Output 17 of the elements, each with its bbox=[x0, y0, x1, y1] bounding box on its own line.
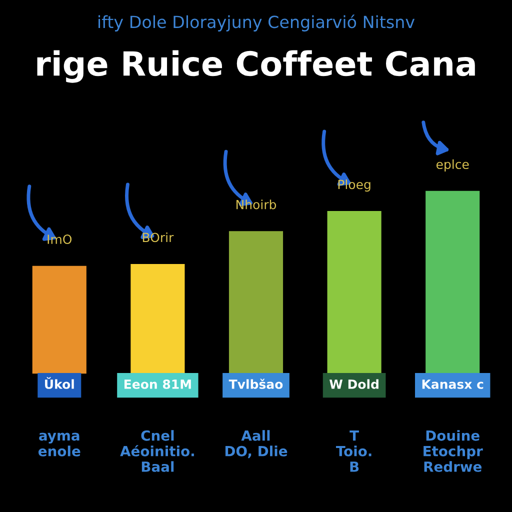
annotation: Nhoirb bbox=[236, 200, 276, 210]
chart-subtitle: ifty Dole Dlorayjuny Cengiarvió Nitsnv bbox=[98, 14, 415, 32]
annotation: ImO bbox=[48, 234, 72, 244]
text: Cnel Aéoinitio. Baal bbox=[120, 430, 194, 472]
chart-title: rige Ruice Coffeet Cana bbox=[37, 50, 475, 83]
x-tick-label: Ǔkol bbox=[45, 377, 74, 389]
text: Douine Etochpr Redrwe bbox=[424, 430, 483, 472]
annotation: BOrir bbox=[142, 232, 174, 242]
text: Aall DO, Dlie bbox=[225, 430, 288, 458]
x-tick-label: W Dold bbox=[330, 379, 378, 389]
text: T Toio. B bbox=[336, 430, 372, 472]
annotation: Ploeg bbox=[338, 179, 370, 192]
x-tick-label: Kanasx c bbox=[422, 380, 484, 389]
text: ayma enole bbox=[38, 432, 80, 456]
x-tick-label: Eeon 81M bbox=[124, 379, 191, 389]
x-tick-label: Tvlbšao bbox=[228, 378, 283, 389]
annotation: eplce bbox=[436, 159, 469, 172]
